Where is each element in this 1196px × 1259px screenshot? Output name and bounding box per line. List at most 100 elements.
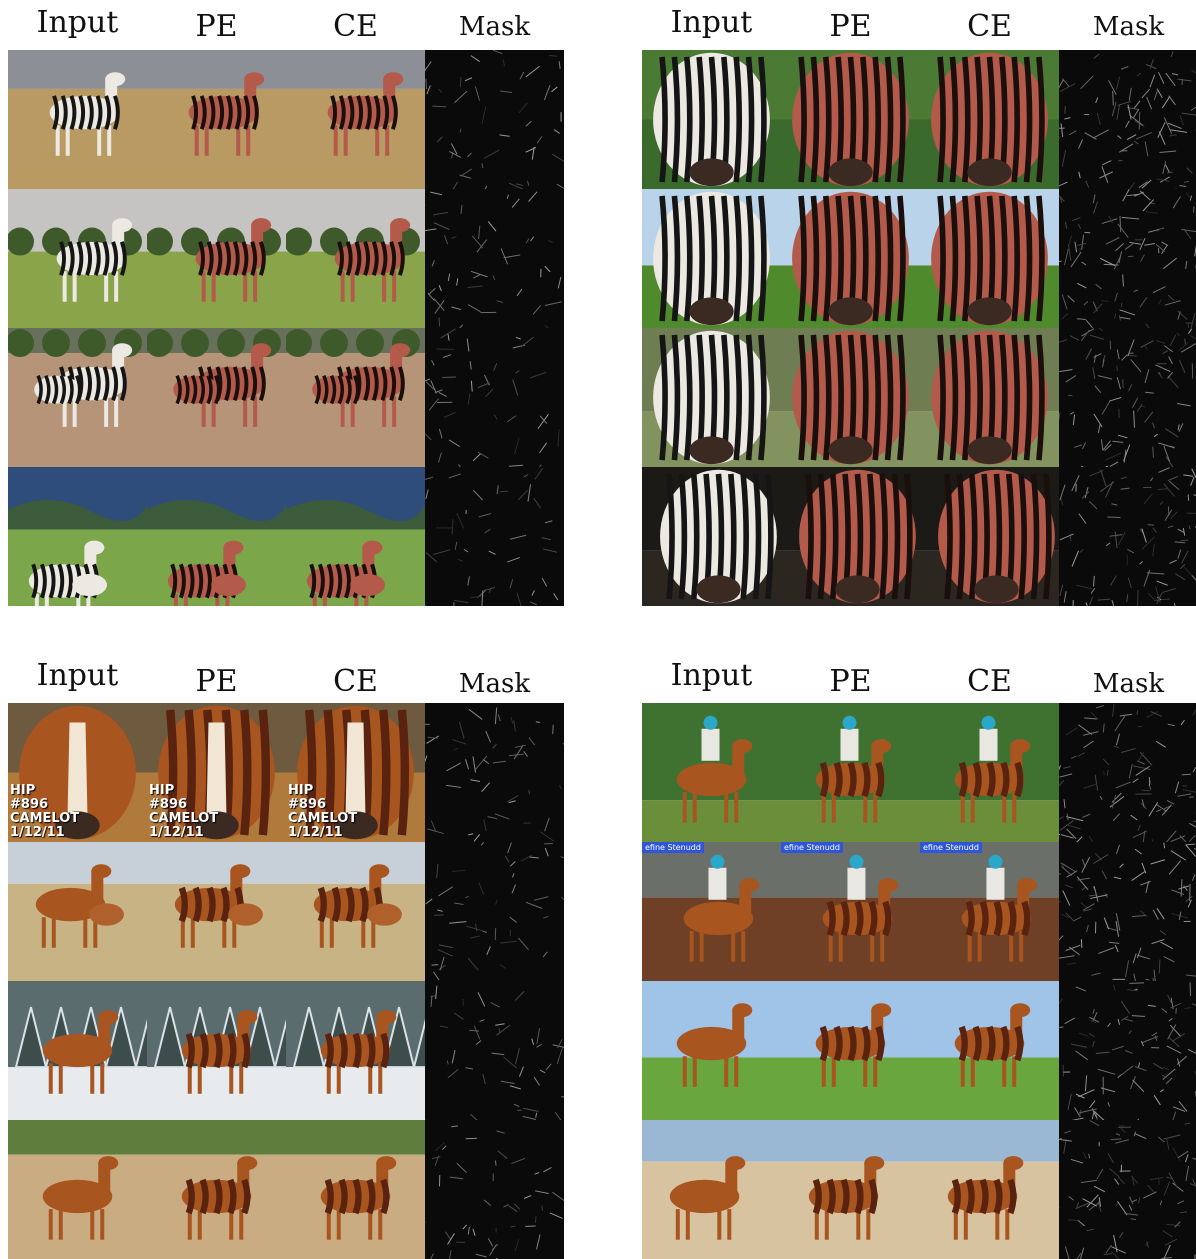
header-mask: Mask (425, 14, 564, 40)
mare-and-foal-mask-image (425, 842, 564, 981)
horse-in-snow-mask-image (425, 981, 564, 1120)
sale-tag-line: CAMELOT (10, 812, 79, 826)
ce-image (286, 189, 425, 328)
zebra-head-stripes-mask-image (1059, 50, 1196, 189)
pe-image (147, 328, 286, 467)
zebra-herd-bush-ce-image (286, 328, 425, 467)
horse-standing-profile-input-image (642, 981, 781, 1120)
header-pe: PE (781, 667, 920, 697)
column-headers: Input PE CE Mask (8, 0, 564, 50)
zebra-herd-bush-pe-image (147, 328, 286, 467)
photo-credit-tag: efine Stenudd (920, 842, 982, 853)
rider-on-horse-input-image (642, 703, 781, 842)
photo-credit-tag: efine Stenudd (781, 842, 843, 853)
header-input: Input (642, 661, 781, 691)
jockey-racehorse-ce-image (920, 842, 1059, 981)
zebra-foal-meadow-input-image (8, 467, 147, 606)
header-input: Input (8, 8, 147, 38)
zebra-herd-bush-input-image (8, 328, 147, 467)
zebra-head-stripes-pe-image (781, 50, 920, 189)
pe-image (781, 467, 920, 606)
mask-image (425, 703, 564, 842)
mare-and-foal-input-image (8, 842, 147, 981)
input-image (642, 981, 781, 1120)
pe-image (781, 189, 920, 328)
input-image (642, 1120, 781, 1259)
mask-image (1059, 50, 1196, 189)
horse-running-arena-pe-image (781, 1120, 920, 1259)
zebra-grass-trees-ce-image (286, 189, 425, 328)
input-image (642, 467, 781, 606)
input-image (8, 842, 147, 981)
pe-image (147, 1120, 286, 1259)
sale-tag-line: #896 (149, 798, 218, 812)
rider-on-horse-mask-image (1059, 703, 1196, 842)
header-mask: Mask (1059, 671, 1196, 697)
horse-galloping-ce-image (286, 1120, 425, 1259)
horse-standing-profile-pe-image (781, 981, 920, 1120)
horse-standing-profile-ce-image (920, 981, 1059, 1120)
header-input: Input (642, 8, 781, 38)
mask-image (425, 1120, 564, 1259)
zebra-grass-trees-pe-image (147, 189, 286, 328)
mask-image (425, 842, 564, 981)
header-pe: PE (147, 667, 286, 697)
horse-in-snow-pe-image (147, 981, 286, 1120)
sale-tag-line: 1/12/11 (149, 826, 218, 840)
zebra-face-blur-mask-image (1059, 328, 1196, 467)
input-image (8, 328, 147, 467)
horse-galloping-mask-image (425, 1120, 564, 1259)
ce-image (286, 842, 425, 981)
input-image: efine Stenudd (642, 842, 781, 981)
pe-image (147, 189, 286, 328)
zebra-face-blur-input-image (642, 328, 781, 467)
photo-credit-tag: efine Stenudd (642, 842, 704, 853)
header-ce: CE (920, 667, 1059, 697)
horse-in-snow-ce-image (286, 981, 425, 1120)
zebra-head-dark-pe-image (781, 467, 920, 606)
header-mask: Mask (425, 671, 564, 697)
pe-image (781, 703, 920, 842)
column-headers: Input PE CE Mask (8, 653, 564, 703)
zebra-savanna-input-image (8, 50, 147, 189)
horse-galloping-pe-image (147, 1120, 286, 1259)
jockey-racehorse-mask-image (1059, 842, 1196, 981)
zebra-face-blur-ce-image (920, 328, 1059, 467)
horse-running-arena-ce-image (920, 1120, 1059, 1259)
pe-image (781, 50, 920, 189)
sale-tag-line: HIP (10, 784, 79, 798)
mask-image (1059, 189, 1196, 328)
pe-image: efine Stenudd (781, 842, 920, 981)
pe-image (781, 1120, 920, 1259)
zebra-savanna-pe-image (147, 50, 286, 189)
sale-tag-line: #896 (288, 798, 357, 812)
sale-tag-line: HIP (288, 784, 357, 798)
header-mask: Mask (1059, 14, 1196, 40)
chestnut-horse-face-mask-image (425, 703, 564, 842)
mare-and-foal-pe-image (147, 842, 286, 981)
input-image (8, 189, 147, 328)
image-grid: efine Stenudd efine Stenudd efine Stenudd (642, 703, 1196, 1259)
zebra-grass-trees-input-image (8, 189, 147, 328)
mask-image (425, 467, 564, 606)
mask-image (425, 189, 564, 328)
zebra-foal-meadow-pe-image (147, 467, 286, 606)
mask-image (425, 50, 564, 189)
zebra-head-dark-input-image (642, 467, 781, 606)
input-image (8, 467, 147, 606)
zebra-foal-meadow-mask-image (425, 467, 564, 606)
mare-and-foal-ce-image (286, 842, 425, 981)
sale-tag-line: CAMELOT (288, 812, 357, 826)
zebra-head-dark-mask-image (1059, 467, 1196, 606)
ce-image (920, 328, 1059, 467)
jockey-racehorse-input-image (642, 842, 781, 981)
zebra-savanna-mask-image (425, 50, 564, 189)
ce-image (920, 467, 1059, 606)
image-grid (8, 50, 564, 606)
zebra-face-blur-pe-image (781, 328, 920, 467)
